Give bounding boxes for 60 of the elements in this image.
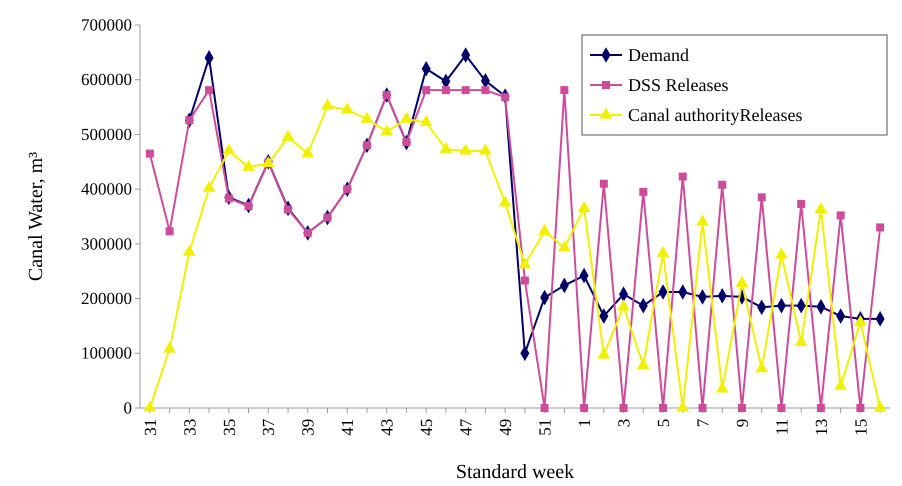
y-tick-label: 100000 bbox=[81, 344, 132, 363]
y-tick-label: 700000 bbox=[81, 15, 132, 34]
x-tick-label: 35 bbox=[220, 418, 239, 436]
point bbox=[540, 404, 549, 412]
x-tick-label: 13 bbox=[812, 418, 831, 436]
x-tick-label: 49 bbox=[496, 418, 516, 436]
point bbox=[794, 335, 808, 346]
point bbox=[758, 193, 766, 202]
point bbox=[718, 180, 726, 189]
x-tick-label: 51 bbox=[536, 418, 555, 436]
point bbox=[716, 382, 729, 393]
x-tick-label: 9 bbox=[732, 418, 752, 428]
x-tick-label: 11 bbox=[772, 418, 792, 436]
point bbox=[205, 86, 214, 94]
legend-label: Canal authorityReleases bbox=[628, 105, 802, 125]
point bbox=[797, 200, 806, 208]
y-tick-label: 500000 bbox=[81, 124, 132, 144]
y-tick-label: 400000 bbox=[81, 180, 132, 199]
legend-label: Demand bbox=[628, 45, 689, 65]
x-tick-label: 37 bbox=[259, 418, 278, 436]
y-tick-label: 200000 bbox=[81, 289, 132, 308]
point bbox=[146, 150, 154, 158]
point bbox=[856, 404, 864, 412]
y-tick-label: 600000 bbox=[81, 70, 132, 90]
point bbox=[659, 404, 668, 412]
x-tick-label: 3 bbox=[614, 418, 634, 428]
x-axis-title: Standard week bbox=[456, 461, 574, 483]
point bbox=[816, 404, 825, 412]
point bbox=[600, 180, 608, 188]
x-tick-label: 43 bbox=[378, 418, 397, 436]
point bbox=[639, 188, 648, 196]
x-tick-label: 41 bbox=[338, 418, 358, 436]
x-tick-label: 39 bbox=[298, 418, 318, 436]
x-tick-label: 5 bbox=[654, 418, 673, 428]
point bbox=[462, 86, 470, 94]
point bbox=[678, 172, 687, 181]
point bbox=[422, 86, 430, 94]
x-tick-label: 45 bbox=[417, 418, 436, 436]
point bbox=[520, 276, 529, 285]
point bbox=[442, 86, 450, 94]
point bbox=[777, 404, 786, 412]
x-tick-label: 1 bbox=[575, 418, 594, 428]
point bbox=[481, 86, 490, 94]
x-tick-label: 7 bbox=[693, 418, 712, 428]
y-tick-label: 0 bbox=[124, 398, 132, 418]
x-tick-label: 31 bbox=[140, 418, 160, 436]
x-tick-label: 47 bbox=[456, 418, 476, 436]
point bbox=[580, 404, 588, 412]
point bbox=[738, 404, 746, 412]
point bbox=[560, 86, 568, 94]
x-tick-label: 33 bbox=[180, 418, 200, 436]
legend-label: DSS Releases bbox=[628, 75, 728, 95]
point bbox=[698, 404, 706, 412]
point bbox=[620, 404, 628, 412]
point bbox=[836, 211, 845, 220]
x-tick-label: 15 bbox=[851, 418, 870, 436]
y-tick-label: 300000 bbox=[81, 234, 132, 254]
point bbox=[876, 223, 884, 232]
y-axis-title: Canal Water, m³ bbox=[25, 152, 47, 282]
point bbox=[166, 227, 174, 236]
